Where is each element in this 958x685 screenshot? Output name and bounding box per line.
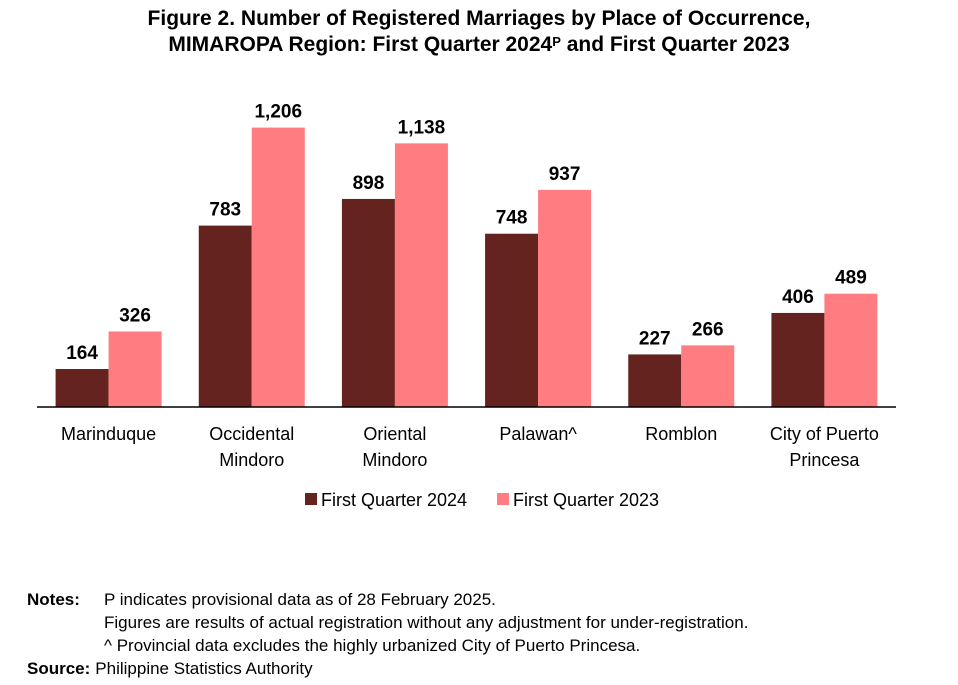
- data-label-palawan-q1-2024: 748: [496, 208, 528, 229]
- chart-title-line2-end: and First Quarter 2023: [560, 33, 790, 56]
- data-label-oriental-mindoro-q1-2023: 1,138: [398, 117, 446, 138]
- bar-city-of-puerto-princesa-q1-2024: [771, 312, 825, 407]
- legend-label-q1-2023: First Quarter 2023: [513, 490, 659, 510]
- bar-palawan-q1-2024: [485, 233, 539, 407]
- data-label-oriental-mindoro-q1-2024: 898: [353, 173, 385, 194]
- data-label-city-of-puerto-princesa-q1-2023: 489: [835, 268, 867, 289]
- data-label-occidental-mindoro-q1-2024: 783: [209, 200, 241, 221]
- source-row: Source: Philippine Statistics Authority: [27, 657, 748, 680]
- notes-label: Notes:: [27, 590, 80, 609]
- chart-title: Figure 2. Number of Registered Marriages…: [0, 6, 958, 58]
- category-label-marinduque: Marinduque: [61, 424, 156, 444]
- bar-romblon-q1-2024: [628, 354, 682, 407]
- bar-palawan-q1-2023: [538, 189, 592, 407]
- chart-title-line2: MIMAROPA Region: First Quarter 2024P and…: [0, 32, 958, 58]
- bar-marinduque-q1-2023: [108, 331, 162, 407]
- category-label-oriental-mindoro-line1: Oriental: [363, 424, 426, 444]
- bar-chart: 164 326 Marinduque 783 1,206 Occidental Mindor…: [37, 102, 896, 510]
- category-label-occidental-mindoro-line2: Mindoro: [219, 450, 284, 470]
- data-label-marinduque-q1-2024: 164: [66, 343, 98, 364]
- notes-section: Notes: P indicates provisional data as o…: [27, 588, 748, 680]
- bar-romblon-q1-2023: [681, 345, 735, 407]
- category-label-oriental-mindoro-line2: Mindoro: [362, 450, 427, 470]
- legend-swatch-q1-2024: [305, 493, 317, 505]
- bar-occidental-mindoro-q1-2024: [198, 225, 252, 407]
- note-line-3: ^ Provincial data excludes the highly ur…: [104, 636, 641, 655]
- category-label-romblon: Romblon: [645, 424, 717, 444]
- chart-title-line1: Figure 2. Number of Registered Marriages…: [147, 7, 811, 30]
- data-label-city-of-puerto-princesa-q1-2024: 406: [782, 287, 814, 308]
- data-label-palawan-q1-2023: 937: [549, 164, 581, 185]
- bar-oriental-mindoro-q1-2023: [394, 143, 448, 408]
- bar-oriental-mindoro-q1-2024: [341, 198, 395, 407]
- category-label-city-of-puerto-princesa-line2: Princesa: [789, 450, 860, 470]
- data-label-romblon-q1-2023: 266: [692, 319, 724, 340]
- category-label-palawan: Palawan^: [499, 424, 577, 444]
- data-label-occidental-mindoro-q1-2023: 1,206: [254, 102, 302, 123]
- notes-first-row: Notes: P indicates provisional data as o…: [27, 588, 748, 611]
- bar-city-of-puerto-princesa-q1-2023: [824, 293, 878, 407]
- source-label: Source:: [27, 659, 91, 678]
- note-line-2: Figures are results of actual registrati…: [104, 613, 749, 632]
- category-label-occidental-mindoro-line1: Occidental: [209, 424, 294, 444]
- legend-label-q1-2024: First Quarter 2024: [321, 490, 467, 510]
- chart-title-line2-main: MIMAROPA Region: First Quarter 2024: [168, 33, 553, 56]
- data-label-romblon-q1-2024: 227: [639, 328, 671, 349]
- data-label-marinduque-q1-2023: 326: [119, 305, 151, 326]
- note-line-1: P indicates provisional data as of 28 Fe…: [104, 590, 496, 609]
- bar-marinduque-q1-2024: [55, 369, 109, 407]
- provisional-superscript: P: [552, 34, 561, 49]
- category-label-city-of-puerto-princesa-line1: City of Puerto: [770, 424, 879, 444]
- source-text: Philippine Statistics Authority: [95, 659, 313, 678]
- bar-occidental-mindoro-q1-2023: [251, 127, 305, 407]
- legend-swatch-q1-2023: [497, 493, 509, 505]
